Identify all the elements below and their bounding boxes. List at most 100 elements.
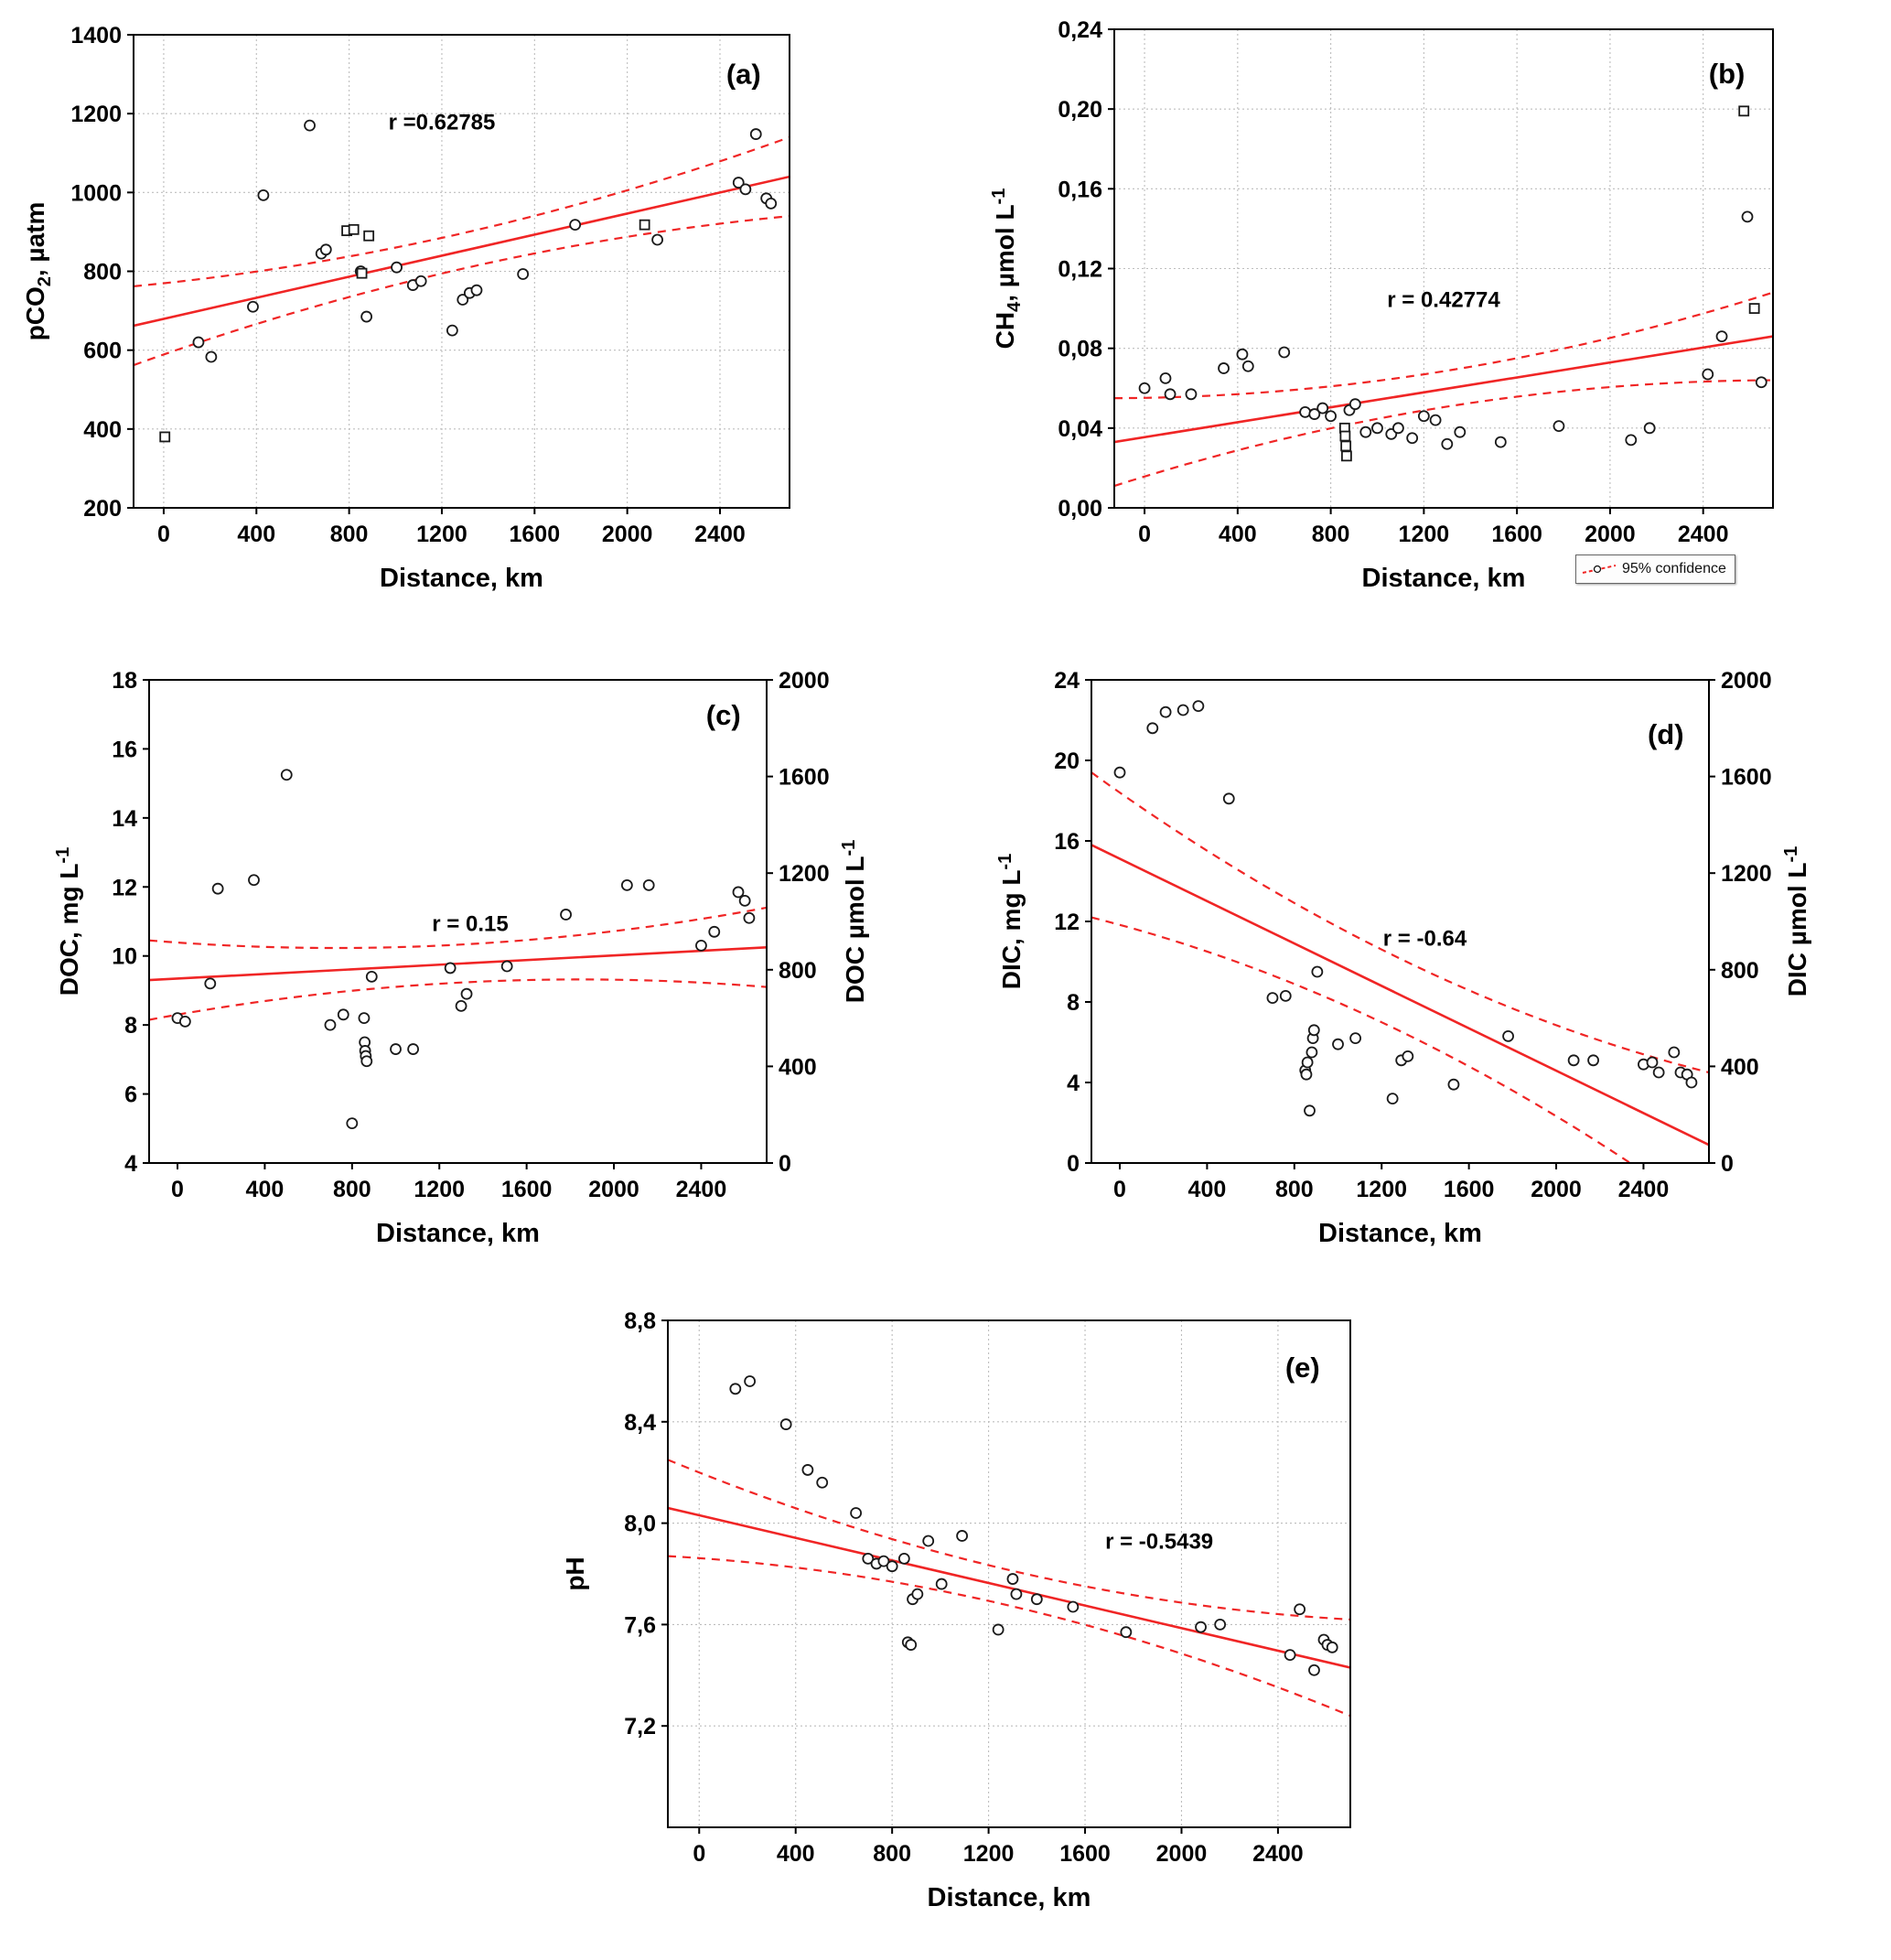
svg-text:12: 12 (112, 875, 137, 900)
svg-text:1200: 1200 (1356, 1177, 1407, 1202)
svg-text:400: 400 (779, 1054, 817, 1080)
confidence-legend-label: 95% confidence (1622, 561, 1726, 576)
svg-text:0,00: 0,00 (1058, 496, 1102, 522)
confidence-interval-icon (1582, 565, 1617, 574)
chart-svg-c: 0 400 800 1200 1600 2000 2400 4 6 8 10 12 14 16 18 0 400… (53, 668, 869, 1248)
svg-text:800: 800 (1312, 522, 1350, 547)
svg-text:400: 400 (777, 1841, 815, 1867)
svg-text:2000: 2000 (779, 668, 830, 694)
svg-text:800: 800 (333, 1177, 371, 1202)
svg-text:400: 400 (1721, 1054, 1759, 1080)
chart-svg-e: 0 400 800 1200 1600 2000 2400 7,2 7,6 8,0 8,4 8,8 Di… (561, 1308, 1351, 1912)
svg-text:pCO2, µatm: pCO2, µatm (21, 202, 55, 341)
svg-text:800: 800 (330, 522, 369, 547)
svg-text:0,16: 0,16 (1058, 177, 1102, 202)
svg-text:1200: 1200 (414, 1177, 465, 1202)
svg-text:1200: 1200 (416, 522, 467, 547)
svg-text:(a): (a) (726, 58, 761, 90)
svg-text:0: 0 (1113, 1177, 1126, 1202)
svg-text:8,4: 8,4 (624, 1410, 656, 1436)
svg-text:1600: 1600 (1491, 522, 1542, 547)
svg-text:1600: 1600 (1444, 1177, 1495, 1202)
svg-text:1600: 1600 (509, 522, 560, 547)
svg-text:24: 24 (1054, 668, 1080, 694)
svg-text:0,24: 0,24 (1058, 17, 1102, 43)
svg-text:8: 8 (1067, 990, 1080, 1016)
svg-text:16: 16 (1054, 829, 1080, 855)
svg-text:0,08: 0,08 (1058, 337, 1102, 362)
svg-text:2400: 2400 (694, 522, 746, 547)
svg-text:10: 10 (112, 944, 137, 970)
svg-text:2400: 2400 (1678, 522, 1729, 547)
svg-text:Distance, km: Distance, km (1362, 564, 1526, 593)
svg-text:800: 800 (779, 958, 817, 984)
svg-text:1000: 1000 (70, 180, 122, 206)
svg-text:2400: 2400 (1252, 1841, 1304, 1867)
svg-text:Distance, km: Distance, km (376, 1219, 540, 1248)
svg-text:0: 0 (171, 1177, 184, 1202)
svg-text:1600: 1600 (779, 765, 830, 791)
svg-text:DOC, mg L-1: DOC, mg L-1 (53, 847, 83, 996)
svg-text:(b): (b) (1709, 58, 1746, 90)
svg-text:1200: 1200 (963, 1841, 1015, 1867)
svg-text:800: 800 (873, 1841, 911, 1867)
svg-text:800: 800 (83, 260, 122, 285)
svg-text:2000: 2000 (588, 1177, 639, 1202)
svg-text:6: 6 (124, 1082, 137, 1108)
svg-text:400: 400 (246, 1177, 285, 1202)
svg-text:8: 8 (124, 1013, 137, 1039)
svg-text:(c): (c) (706, 699, 741, 731)
svg-text:2400: 2400 (1618, 1177, 1670, 1202)
svg-text:1400: 1400 (70, 23, 122, 48)
svg-text:(d): (d) (1648, 718, 1684, 750)
svg-text:0: 0 (779, 1151, 791, 1177)
svg-text:800: 800 (1721, 958, 1759, 984)
svg-text:r = -0.5439: r = -0.5439 (1105, 1529, 1213, 1554)
svg-text:200: 200 (83, 496, 122, 522)
svg-text:4: 4 (124, 1151, 137, 1177)
svg-text:0: 0 (1067, 1151, 1080, 1177)
chart-dic-vs-distance: 0 400 800 1200 1600 2000 2400 0 4 8 12 16 20 24 0 400 80… (993, 654, 1821, 1265)
svg-text:12: 12 (1054, 910, 1080, 935)
svg-text:600: 600 (83, 339, 122, 364)
chart-svg-d: 0 400 800 1200 1600 2000 2400 0 4 8 12 16 20 24 0 400 80… (995, 668, 1811, 1248)
svg-text:r = -0.64: r = -0.64 (1383, 926, 1467, 951)
confidence-legend: 95% confidence (1575, 555, 1735, 584)
chart-svg-b: 0 400 800 1200 1600 2000 2400 0,00 0,04 0,08 0,12 0… (989, 17, 1774, 593)
svg-text:2000: 2000 (1585, 522, 1636, 547)
svg-text:2000: 2000 (602, 522, 653, 547)
svg-text:r = 0.15: r = 0.15 (432, 912, 508, 937)
svg-text:2000: 2000 (1531, 1177, 1582, 1202)
svg-text:1200: 1200 (1721, 861, 1772, 887)
svg-text:pH: pH (561, 1556, 589, 1590)
svg-text:0,20: 0,20 (1058, 97, 1102, 123)
svg-text:1200: 1200 (779, 861, 830, 887)
svg-text:CH4, µmol L-1: CH4, µmol L-1 (989, 188, 1025, 350)
svg-text:0: 0 (1138, 522, 1151, 547)
svg-text:7,2: 7,2 (624, 1714, 656, 1739)
svg-text:0: 0 (157, 522, 170, 547)
svg-text:2000: 2000 (1156, 1841, 1208, 1867)
svg-text:0,12: 0,12 (1058, 257, 1102, 283)
svg-text:DOC µmol L-1: DOC µmol L-1 (839, 840, 869, 1004)
svg-text:400: 400 (237, 522, 275, 547)
chart-ch4-vs-distance: 0 400 800 1200 1600 2000 2400 0,00 0,04 0,08 0,12 0… (986, 7, 1791, 607)
svg-text:r = 0.42774: r = 0.42774 (1387, 287, 1500, 312)
svg-text:1200: 1200 (1399, 522, 1450, 547)
svg-text:1600: 1600 (1059, 1841, 1111, 1867)
svg-text:Distance, km: Distance, km (380, 564, 543, 593)
chart-ph-vs-distance: 0 400 800 1200 1600 2000 2400 7,2 7,6 8,0 8,4 8,8 Di… (556, 1295, 1370, 1935)
svg-text:2400: 2400 (676, 1177, 727, 1202)
svg-text:DIC, mg L-1: DIC, mg L-1 (995, 854, 1026, 989)
chart-pco2-vs-distance: 0 400 800 1200 1600 2000 2400 200 400 600 800 1000 1… (16, 7, 808, 607)
svg-text:1600: 1600 (1721, 765, 1772, 791)
svg-text:Distance, km: Distance, km (928, 1883, 1091, 1912)
svg-text:0: 0 (1721, 1151, 1734, 1177)
svg-text:18: 18 (112, 668, 137, 694)
svg-text:4: 4 (1067, 1071, 1080, 1096)
svg-text:Distance, km: Distance, km (1318, 1219, 1482, 1248)
svg-text:0: 0 (693, 1841, 705, 1867)
svg-text:1200: 1200 (70, 102, 122, 127)
chart-doc-vs-distance: 0 400 800 1200 1600 2000 2400 4 6 8 10 12 14 16 18 0 400… (50, 654, 878, 1265)
svg-text:20: 20 (1054, 748, 1080, 774)
